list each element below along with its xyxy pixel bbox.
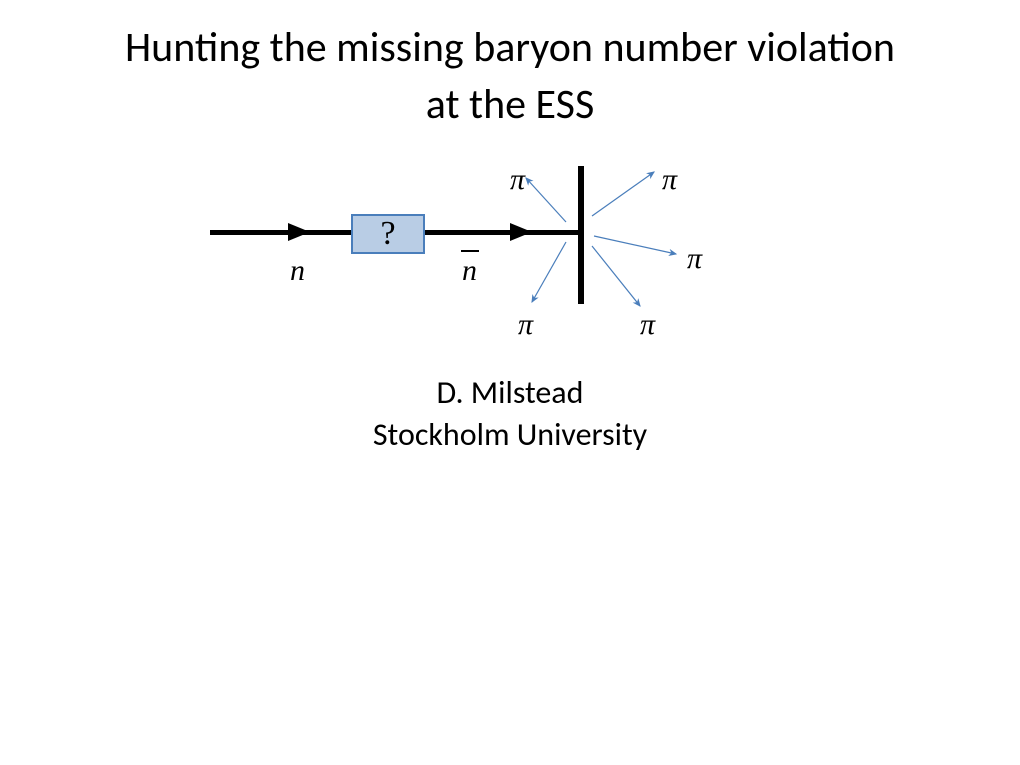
symbol-pi-r: π xyxy=(687,244,702,274)
author-affiliation: Stockholm University xyxy=(373,415,647,454)
author-name: D. Milstead xyxy=(437,373,584,412)
nbar-overbar xyxy=(461,250,479,252)
symbol-nbar-text: n xyxy=(462,254,477,287)
title-line-2: at the ESS xyxy=(426,79,595,130)
symbol-pi-bl: π xyxy=(518,310,533,340)
pion-arrow-r xyxy=(594,236,676,254)
symbol-pi-tl: π xyxy=(510,165,525,195)
pion-arrow-tl xyxy=(526,178,566,222)
author-block: D. Milstead Stockholm University xyxy=(0,372,1020,455)
symbol-pi-br: π xyxy=(640,310,655,340)
pion-arrow-tr xyxy=(592,172,654,216)
pion-arrow-br xyxy=(592,246,640,306)
pion-arrow-bl xyxy=(532,242,566,302)
title-line-1: Hunting the missing baryon number violat… xyxy=(125,22,895,73)
feynman-diagram: ? n n π π π π π xyxy=(210,158,730,358)
symbol-pi-tr: π xyxy=(662,165,677,195)
slide-title: Hunting the missing baryon number violat… xyxy=(0,20,1020,133)
symbol-nbar: n xyxy=(462,256,477,286)
symbol-n: n xyxy=(290,256,305,286)
slide: Hunting the missing baryon number violat… xyxy=(0,0,1020,765)
